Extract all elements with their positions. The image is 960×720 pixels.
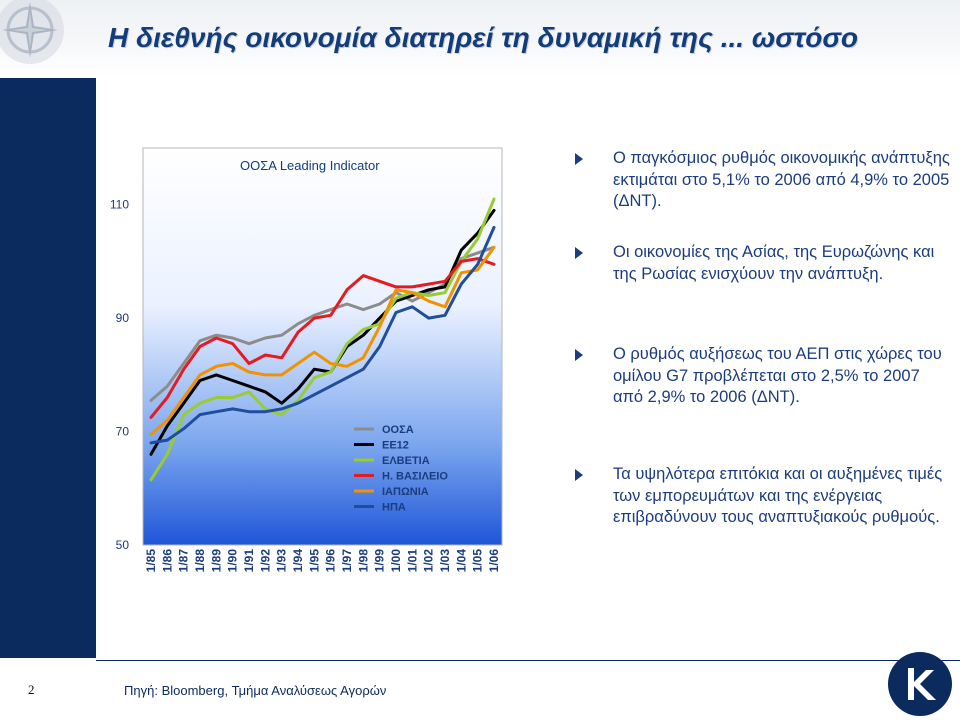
series-line [149,208,496,456]
x-tick-label: 1/03 [438,549,452,573]
legend-label: ΟΟΣΑ [382,424,414,436]
page-number: 2 [28,682,35,697]
bullet-item: Τα υψηλότερα επιτόκια και οι αυξημένες τ… [575,464,953,529]
legend-label: ΕΕ12 [382,440,409,452]
x-tick-label: 1/97 [340,549,354,573]
y-axis: 50 70 90 110 [110,198,129,552]
triangle-bullet-icon [575,153,583,165]
x-tick-label: 1/95 [307,549,321,573]
source-note: Πηγή: Bloomberg, Τμήμα Αναλύσεως Αγορών [124,683,387,698]
footer-bar [0,658,960,720]
plot-frame [142,147,503,546]
chart-title: ΟΟΣΑ Leading Indicator [240,158,380,173]
triangle-bullet-icon [575,469,583,481]
legend-label: ΗΠΑ [382,502,406,514]
x-tick-label: 1/99 [373,549,387,573]
bullet-text: Τα υψηλότερα επιτόκια και οι αυξημένες τ… [613,465,943,526]
x-tick-label: 1/00 [389,549,403,573]
legend-label: ΕΛΒΕΤΙΑ [382,455,430,467]
chart-legend: ΟΟΣΑ ΕΕ12 ΕΛΒΕΤΙΑ Η. ΒΑΣΙΛΕΙΟ ΙΑΠΩΝΙΑ ΗΠΑ [354,424,448,514]
header-bar: Η διεθνής οικονομία διατηρεί τη δυναμική… [0,0,960,78]
x-tick-label: 1/02 [422,549,436,573]
x-tick-label: 1/06 [487,549,501,573]
x-tick-label: 1/01 [405,549,419,573]
x-tick-label: 1/04 [454,549,468,573]
legend-label: Η. ΒΑΣΙΛΕΙΟ [382,471,448,483]
x-tick-label: 1/05 [471,549,485,573]
x-tick-label: 1/93 [275,549,289,573]
bank-logo-icon [888,652,952,716]
x-tick-label: 1/91 [242,549,256,573]
bullet-item: Οι οικονομίες της Ασίας, της Ευρωζώνης κ… [575,242,953,285]
left-navy-band [0,78,96,658]
x-tick-label: 1/98 [356,549,370,573]
x-axis: 1/85 1/86 1/87 1/88 1/89 1/90 1/91 1/92 1/93 1/94… [144,549,501,573]
x-tick-label: 1/87 [177,549,191,573]
y-tick-label: 70 [116,425,130,439]
series-line [149,225,496,445]
bullet-text: Ο παγκόσμιος ρυθμός οικονομικής ανάπτυξη… [613,149,950,210]
legend-label: ΙΑΠΩΝΙΑ [382,486,429,498]
x-tick-label: 1/89 [209,549,223,573]
triangle-bullet-icon [575,247,583,259]
x-tick-label: 1/96 [324,549,338,573]
series-lines [149,197,496,482]
bullet-item: Ο παγκόσμιος ρυθμός οικονομικής ανάπτυξη… [575,148,953,213]
page-title: Η διεθνής οικονομία διατηρεί τη δυναμική… [108,22,858,53]
triangle-bullet-icon [575,349,583,361]
series-line [149,245,496,436]
y-tick-label: 110 [110,198,129,212]
x-tick-label: 1/94 [291,549,305,573]
y-tick-label: 50 [116,538,130,552]
series-line [149,257,496,419]
series-line [149,197,496,482]
x-tick-label: 1/86 [160,549,174,573]
bullet-text: Ο ρυθμός αυξήσεως του ΑΕΠ στις χώρες του… [613,345,942,406]
compass-star-logo-icon [0,0,64,64]
x-tick-label: 1/92 [258,549,272,573]
x-tick-label: 1/85 [144,549,158,573]
y-tick-label: 90 [116,311,130,325]
x-tick-label: 1/90 [226,549,240,573]
bullet-text: Οι οικονομίες της Ασίας, της Ευρωζώνης κ… [613,243,935,283]
bullet-item: Ο ρυθμός αυξήσεως του ΑΕΠ στις χώρες του… [575,344,953,409]
x-tick-label: 1/88 [193,549,207,573]
